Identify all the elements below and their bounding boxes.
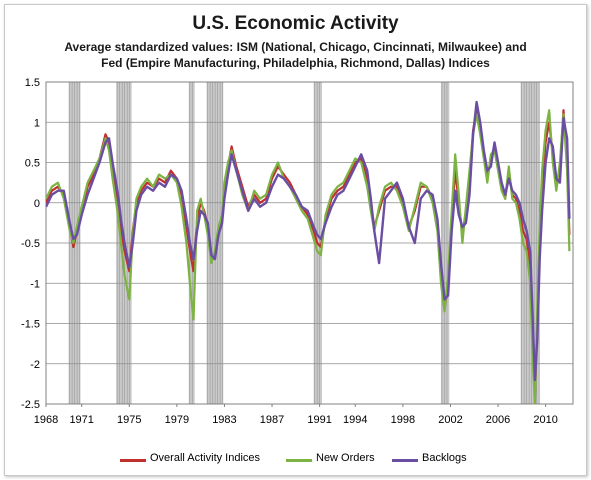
x-tick-label: 1991 <box>307 414 331 426</box>
legend-swatch-new-orders <box>286 459 312 462</box>
chart-frame <box>4 4 587 476</box>
y-tick-label: -2 <box>30 359 40 371</box>
y-tick-label: 1 <box>34 117 40 129</box>
legend-swatch-overall-activity <box>120 459 146 462</box>
series-lines <box>46 100 571 404</box>
y-axis: 1.5 1 0.5 0 -0.5 -1 -1.5 -2 -2.5 <box>21 77 40 411</box>
x-tick-label: 1971 <box>69 414 93 426</box>
series-line-backlogs <box>46 100 571 382</box>
chart-title: U.S. Economic Activity <box>192 13 399 34</box>
x-tick-label: 2006 <box>486 414 510 426</box>
x-tick-label: 1983 <box>212 414 236 426</box>
y-tick-label: -1.5 <box>21 319 40 331</box>
x-tick-label: 1994 <box>343 414 367 426</box>
y-tick-label: 0.5 <box>25 158 40 170</box>
x-tick-label: 1998 <box>391 414 415 426</box>
legend-label-overall-activity: Overall Activity Indices <box>150 452 261 464</box>
legend-swatch-backlogs <box>392 459 418 462</box>
y-tick-label: -1 <box>30 278 40 290</box>
chart-subtitle-line-2: Fed (Empire Manufacturing, Philadelphia,… <box>101 56 490 70</box>
y-tick-label: 0 <box>34 198 40 210</box>
legend-label-new-orders: New Orders <box>316 452 375 464</box>
y-tick-label: -2.5 <box>21 399 40 411</box>
y-tick-label: 1.5 <box>25 77 40 89</box>
legend-label-backlogs: Backlogs <box>422 452 467 464</box>
legend: Overall Activity Indices New Orders Back… <box>0 452 591 468</box>
x-tick-label: 1979 <box>165 414 189 426</box>
plot-area-border <box>45 81 574 405</box>
chart-subtitle-line-1: Average standardized values: ISM (Nation… <box>64 40 527 54</box>
y-tick-label: -0.5 <box>21 238 40 250</box>
x-tick-label: 2002 <box>438 414 462 426</box>
x-tick-label: 2010 <box>533 414 557 426</box>
x-tick-label: 1987 <box>260 414 284 426</box>
x-axis: 1968 1971 1975 1979 1983 1987 1991 1994 1998 2002… <box>34 404 558 426</box>
gridlines <box>46 121 573 365</box>
x-tick-label: 1968 <box>34 414 58 426</box>
x-tick-label: 1975 <box>117 414 141 426</box>
